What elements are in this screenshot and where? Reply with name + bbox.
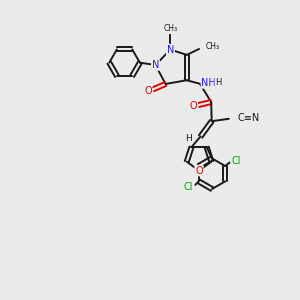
Text: Cl: Cl: [184, 182, 194, 192]
Text: N: N: [167, 45, 174, 55]
Text: O: O: [144, 86, 152, 96]
Text: O: O: [195, 166, 203, 176]
Text: CH₃: CH₃: [163, 25, 177, 34]
Text: Cl: Cl: [231, 156, 241, 166]
Text: H: H: [215, 78, 222, 87]
Text: NH: NH: [201, 78, 216, 88]
Text: CH₃: CH₃: [206, 42, 220, 51]
Text: O: O: [190, 101, 197, 111]
Text: C≡N: C≡N: [237, 113, 259, 123]
Text: N: N: [152, 60, 159, 70]
Text: H: H: [185, 134, 192, 143]
